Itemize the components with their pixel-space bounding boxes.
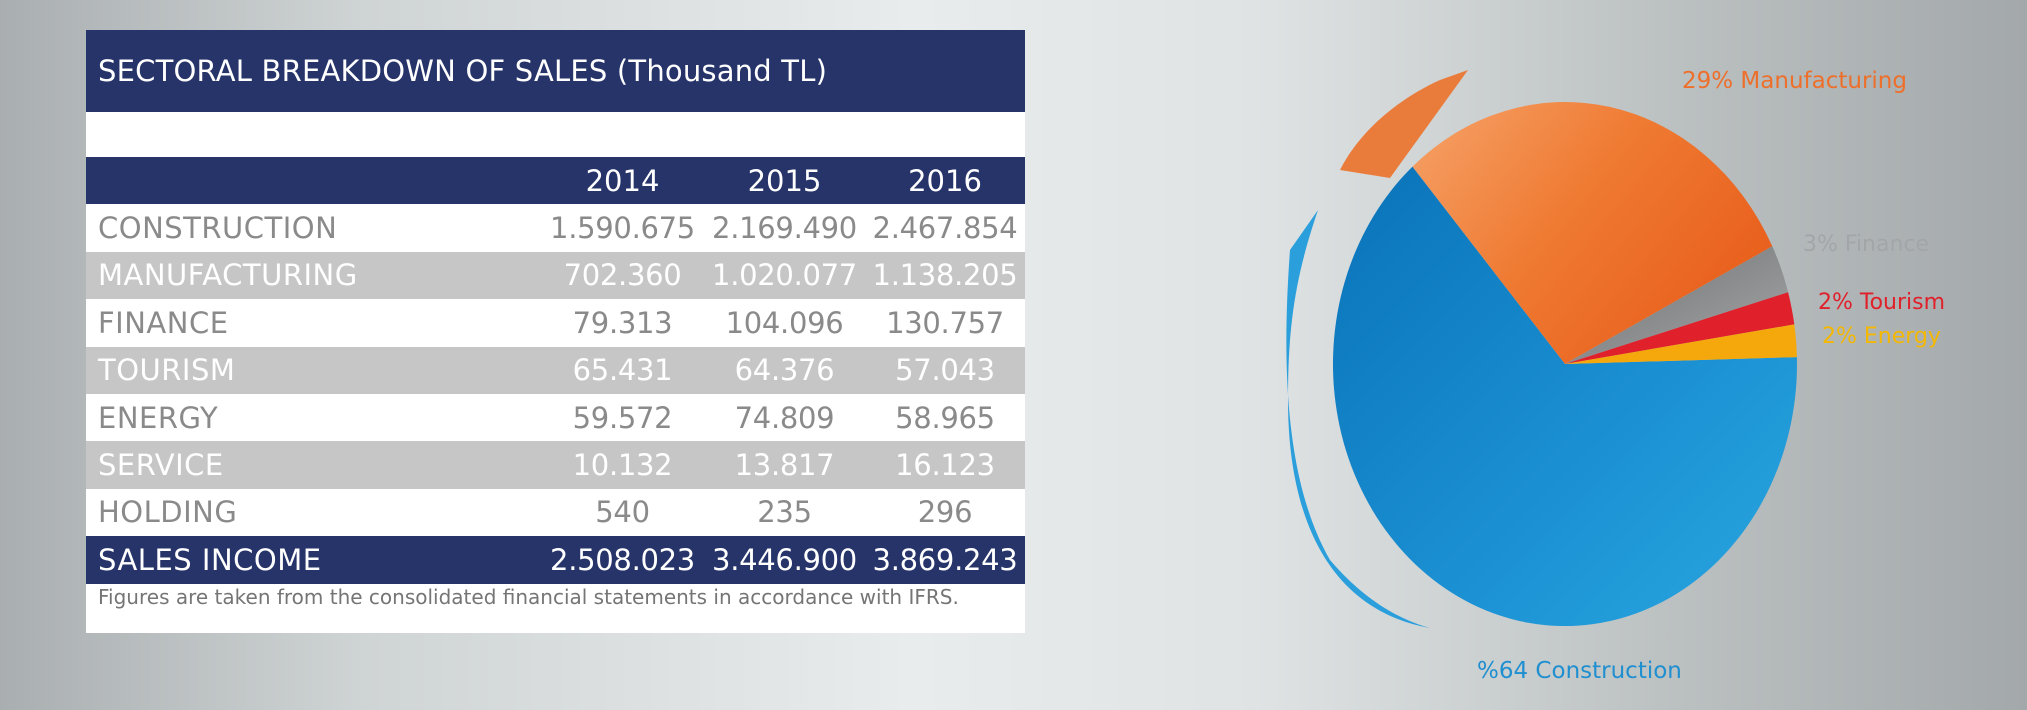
row-value: 702.360 bbox=[563, 258, 682, 293]
pie-slices bbox=[1332, 102, 1797, 627]
row-label: HOLDING bbox=[98, 495, 238, 530]
table-title: SECTORAL BREAKDOWN OF SALES (Thousand TL… bbox=[86, 30, 1025, 112]
row-value: 104.096 bbox=[725, 305, 844, 340]
table-header-row: 2014 2015 2016 bbox=[86, 157, 1025, 205]
footnote: Figures are taken from the consolidated … bbox=[98, 585, 959, 609]
pie-side-construction bbox=[1286, 210, 1430, 628]
table-row: HOLDING 540 235 296 bbox=[86, 488, 1025, 537]
pie-slice-tourism bbox=[1565, 292, 1795, 364]
row-label: FINANCE bbox=[98, 305, 229, 340]
slice-label-energy: 2% Energy bbox=[1822, 324, 1941, 349]
row-value: 1.138.205 bbox=[872, 258, 1018, 293]
pie-labels: 29% Manufacturing 3% Finance 2% Tourism … bbox=[1477, 68, 1945, 684]
pie-slice-energy bbox=[1565, 324, 1797, 364]
year-header: 2014 bbox=[585, 163, 660, 198]
row-label: SERVICE bbox=[98, 448, 224, 483]
row-value: 1.590.675 bbox=[550, 211, 695, 246]
row-value: 59.572 bbox=[572, 400, 673, 435]
row-label: ENERGY bbox=[98, 400, 219, 435]
slice-label-tourism: 2% Tourism bbox=[1818, 290, 1945, 315]
row-label: MANUFACTURING bbox=[98, 258, 358, 293]
pie-slice-manufacturing bbox=[1412, 102, 1773, 364]
row-label: TOURISM bbox=[98, 353, 236, 388]
slice-label-construction: %64 Construction bbox=[1477, 658, 1682, 684]
pie-slice-finance bbox=[1565, 246, 1789, 364]
row-value: 79.313 bbox=[572, 305, 673, 340]
table-row: FINANCE 79.313 104.096 130.757 bbox=[86, 299, 1025, 347]
table-row: CONSTRUCTION 1.590.675 2.169.490 2.467.8… bbox=[86, 204, 1025, 252]
table-row: MANUFACTURING 702.360 1.020.077 1.138.20… bbox=[86, 251, 1025, 300]
table-row: TOURISM 65.431 64.376 57.043 bbox=[86, 346, 1025, 394]
table-row: SERVICE 10.132 13.817 16.123 bbox=[86, 441, 1025, 489]
total-value: 3.869.243 bbox=[872, 542, 1018, 577]
table-row: ENERGY 59.572 74.809 58.965 bbox=[86, 393, 1025, 442]
year-header: 2016 bbox=[908, 163, 982, 198]
total-value: 3.446.900 bbox=[712, 542, 857, 577]
slice-label-manufacturing: 29% Manufacturing bbox=[1682, 68, 1907, 94]
total-value: 2.508.023 bbox=[550, 542, 695, 577]
total-label: SALES INCOME bbox=[98, 542, 322, 577]
row-value: 540 bbox=[595, 495, 650, 530]
row-value: 13.817 bbox=[734, 448, 835, 483]
row-value: 1.020.077 bbox=[712, 258, 857, 293]
slice-label-finance: 3% Finance bbox=[1803, 232, 1929, 257]
row-value: 235 bbox=[757, 495, 812, 530]
row-value: 296 bbox=[917, 495, 973, 530]
row-value: 74.809 bbox=[734, 400, 835, 435]
row-value: 16.123 bbox=[895, 448, 995, 483]
row-label: CONSTRUCTION bbox=[98, 211, 338, 246]
row-value: 2.169.490 bbox=[712, 211, 857, 246]
sales-table: 2014 2015 2016 CONSTRUCTION 1.590.675 2.… bbox=[86, 157, 1025, 584]
pie-slice-construction bbox=[1332, 166, 1797, 627]
row-value: 130.757 bbox=[886, 305, 1004, 340]
year-header: 2015 bbox=[747, 163, 822, 198]
row-value: 57.043 bbox=[895, 353, 995, 388]
row-value: 58.965 bbox=[895, 400, 995, 435]
row-value: 10.132 bbox=[572, 448, 673, 483]
row-value: 65.431 bbox=[572, 353, 673, 388]
row-value: 2.467.854 bbox=[872, 211, 1018, 246]
row-value: 64.376 bbox=[734, 353, 835, 388]
total-row: SALES INCOME 2.508.023 3.446.900 3.869.2… bbox=[86, 536, 1025, 584]
pie-side-manufacturing bbox=[1340, 70, 1468, 178]
sales-table-panel: SECTORAL BREAKDOWN OF SALES (Thousand TL… bbox=[86, 30, 1025, 633]
